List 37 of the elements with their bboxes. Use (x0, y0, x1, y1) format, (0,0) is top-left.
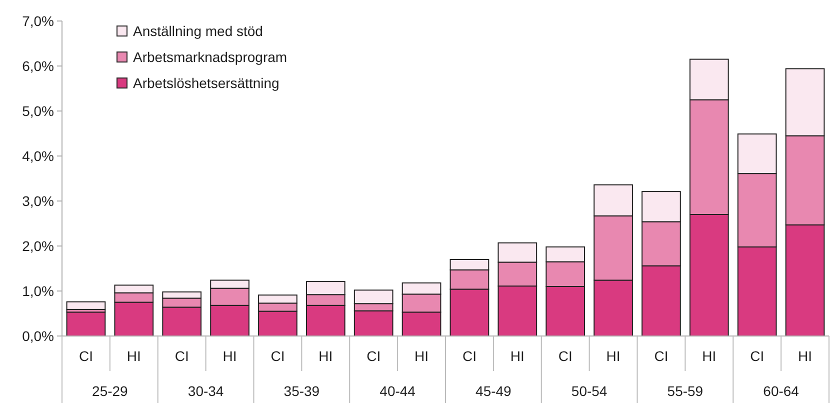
x-tick-label: HI (510, 348, 524, 364)
y-tick-label: 6,0% (22, 58, 54, 74)
text: 60-64 (763, 383, 800, 399)
x-tick-label: CI (270, 348, 285, 364)
text: 55-59 (667, 383, 704, 399)
y-tick-label: 0,0% (22, 328, 54, 344)
bar (66, 312, 106, 336)
x-tick-label: CI (654, 348, 668, 364)
legend-label: Arbetsmarknadsprogram (133, 48, 288, 65)
y-tick-label: 1,0% (22, 282, 54, 299)
text: 40-44 (380, 383, 416, 399)
text: 25-29 (92, 383, 128, 399)
text: 50-54 (571, 383, 608, 399)
x-tick-label: HI (606, 348, 620, 364)
x-tick-label: CI (558, 348, 572, 364)
y-tick-label: 2,0% (22, 238, 54, 254)
x-tick-label: CI (462, 348, 476, 364)
x-tick-label: HI (798, 348, 812, 364)
bar (66, 301, 106, 310)
x-tick-label: CI (750, 348, 764, 364)
y-tick-label: 7,0% (22, 12, 54, 29)
legend-label: Arbetslöshetsersättning (133, 74, 280, 91)
x-tick-label: CI (366, 348, 381, 364)
text: 45-49 (476, 383, 512, 399)
x-tick-label: HI (126, 348, 141, 364)
x-tick-label: CI (174, 348, 189, 364)
x-tick-label: CI (78, 348, 93, 364)
x-tick-label: HI (222, 348, 237, 364)
x-tick-label: HI (318, 348, 333, 364)
text: 30-34 (188, 383, 224, 399)
y-tick-label: 3,0% (22, 192, 54, 209)
x-tick-label: HI (414, 348, 429, 364)
legend-label: Anställning med stöd (133, 22, 263, 39)
text: 35-39 (284, 383, 320, 399)
y-tick-label: 5,0% (22, 102, 54, 119)
x-tick-label: HI (702, 348, 716, 364)
y-tick-label: 4,0% (22, 148, 54, 164)
